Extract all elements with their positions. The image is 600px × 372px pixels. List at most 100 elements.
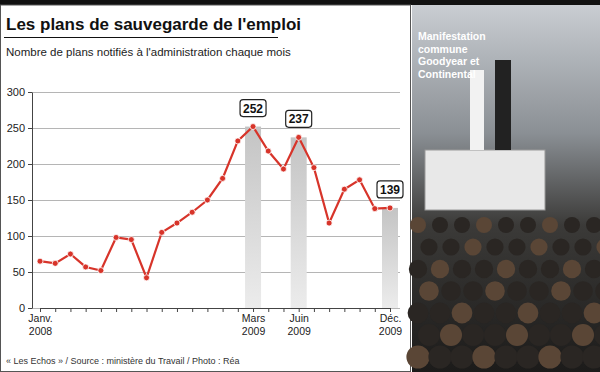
photo-head <box>430 303 451 324</box>
value-label: 139 <box>380 183 400 197</box>
y-tick: 250 <box>7 122 32 134</box>
data-point <box>98 268 104 274</box>
photo-head <box>452 303 473 324</box>
photo-head <box>540 303 561 324</box>
y-tick-mark <box>28 128 32 129</box>
y-tick-mark <box>28 236 32 237</box>
x-tick <box>192 308 193 312</box>
data-point <box>341 186 347 192</box>
photo-head <box>586 217 600 233</box>
data-line <box>40 127 390 278</box>
photo-head <box>529 281 549 301</box>
grid-line <box>32 164 400 165</box>
x-tick-mark <box>192 308 193 312</box>
photo-head <box>475 260 493 278</box>
photo-head <box>464 238 481 255</box>
x-tick <box>55 308 56 312</box>
data-point <box>113 234 119 240</box>
y-tick-label: 0 <box>19 302 25 314</box>
x-tick-mark <box>70 308 71 312</box>
photo-head <box>563 260 581 278</box>
x-tick-label: Janv.2008 <box>28 312 52 336</box>
photo-head <box>538 345 561 368</box>
x-axis-line <box>41 308 391 309</box>
photo-head <box>419 281 439 301</box>
photo-head <box>550 324 572 346</box>
photo-head <box>562 303 583 324</box>
photo-head <box>519 260 537 278</box>
title-rule <box>4 37 278 38</box>
grid-line <box>32 92 400 93</box>
y-tick: 150 <box>7 194 32 206</box>
photo-head <box>541 260 559 278</box>
plot-marks <box>37 124 398 308</box>
data-point <box>296 134 302 140</box>
x-tick <box>207 308 208 312</box>
photo-head <box>486 238 503 255</box>
x-tick: Mars2009 <box>242 308 266 337</box>
photo-head <box>585 260 600 278</box>
x-tick <box>344 308 345 312</box>
x-tick-mark <box>283 308 284 312</box>
x-tick-mark <box>299 308 300 312</box>
x-tick: Janv.2008 <box>28 308 52 337</box>
x-tick-mark <box>55 308 56 312</box>
x-tick: Juin2009 <box>288 308 312 337</box>
highlight-bar <box>291 137 307 308</box>
photo-head <box>476 217 492 233</box>
chart-panel <box>1 5 411 372</box>
data-point <box>204 197 210 203</box>
x-tick <box>147 308 148 312</box>
photo-crowd <box>406 217 600 369</box>
x-tick-mark <box>162 308 163 312</box>
x-tick: Déc.2009 <box>379 308 403 337</box>
y-axis-line <box>32 93 33 309</box>
x-tick <box>238 308 239 312</box>
x-tick-mark <box>131 308 132 312</box>
x-tick <box>360 308 361 312</box>
x-tick-mark <box>329 308 330 312</box>
photo-head <box>516 345 539 368</box>
grid <box>32 93 400 309</box>
data-point <box>387 205 393 211</box>
x-tick-label: Juin2009 <box>288 312 312 336</box>
photo-head <box>406 345 429 368</box>
x-tick <box>70 308 71 312</box>
photo-head <box>530 238 547 255</box>
highlight-bar <box>245 127 261 308</box>
photo-head <box>508 238 525 255</box>
photo-head <box>440 324 462 346</box>
x-tick-mark <box>101 308 102 312</box>
photo-caption: ManifestationcommuneGoodyear etContinent… <box>418 30 486 80</box>
photo-head <box>408 303 429 324</box>
data-point <box>174 220 180 226</box>
data-point <box>220 175 226 181</box>
x-tick <box>131 308 132 312</box>
y-tick-mark <box>28 308 32 309</box>
x-tick-mark <box>375 308 376 312</box>
data-point <box>280 166 286 172</box>
x-tick-mark <box>116 308 117 312</box>
photo-head <box>494 345 517 368</box>
x-tick <box>268 308 269 312</box>
y-tick: 200 <box>7 158 32 170</box>
photo-head <box>573 281 593 301</box>
photo-person <box>495 60 511 150</box>
data-point <box>52 260 58 266</box>
value-label: 237 <box>289 112 309 126</box>
photo-head <box>431 260 449 278</box>
data-point <box>357 177 363 183</box>
y-tick-label: 150 <box>7 194 25 206</box>
top-band <box>0 0 600 5</box>
x-tick-label: Mars2009 <box>242 312 266 336</box>
x-tick-mark <box>360 308 361 312</box>
y-tick-label: 300 <box>7 86 25 98</box>
value-label-box <box>286 110 312 127</box>
photo-head <box>453 260 471 278</box>
photo-head <box>409 260 427 278</box>
x-tick-mark <box>390 308 391 312</box>
photo-head <box>432 217 448 233</box>
chart-root: Les plans de sauvegarde de l'emploiNombr… <box>0 0 600 372</box>
x-axis: Janv.2008 Mars2009 Juin2009 Déc.2009 <box>28 308 402 337</box>
x-tick <box>283 308 284 312</box>
